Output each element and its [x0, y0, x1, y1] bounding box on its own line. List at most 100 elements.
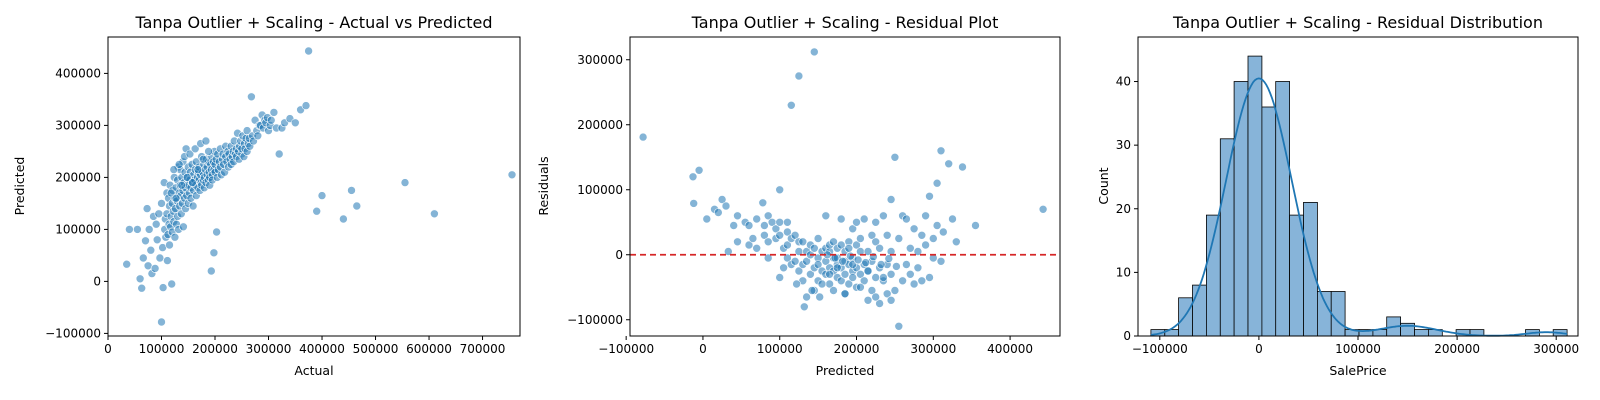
data-point [713, 208, 723, 217]
y-axis-label: Residuals [536, 156, 551, 215]
data-point [266, 115, 276, 125]
data-point [902, 260, 911, 269]
data-point [752, 214, 762, 224]
data-point [198, 154, 208, 164]
data-point [154, 209, 164, 219]
data-point [775, 218, 785, 227]
histogram-bar [1219, 138, 1235, 337]
data-point [352, 201, 362, 211]
data-point [702, 214, 712, 224]
data-point [185, 149, 195, 159]
x-tick-label: 0 [104, 342, 112, 356]
data-point [744, 240, 754, 250]
residual-plot-panel: Tanpa Outlier + Scaling - Residual Plot … [536, 13, 1061, 378]
x-tick-label: 200000 [192, 342, 238, 356]
data-point [188, 201, 198, 211]
scatter-points [638, 47, 1048, 331]
plot-frame [629, 36, 1061, 337]
data-point [771, 224, 781, 234]
data-point [775, 185, 785, 195]
histogram-bar [1289, 214, 1304, 337]
y-tick-label: 0 [93, 274, 101, 288]
y-axis-ticks: −100000 0 100000 200000 300000 [567, 53, 630, 327]
data-point [144, 225, 154, 234]
data-point [890, 286, 900, 295]
chart-title: Tanpa Outlier + Scaling - Actual vs Pred… [134, 13, 492, 32]
data-point [717, 195, 727, 204]
data-point [150, 264, 160, 273]
data-point [853, 255, 863, 265]
data-point [936, 146, 946, 156]
data-point [758, 198, 768, 208]
data-point [871, 292, 881, 302]
chart-title: Tanpa Outlier + Scaling - Residual Distr… [1172, 13, 1543, 32]
data-point [836, 214, 846, 224]
data-point [317, 191, 327, 200]
data-point [783, 253, 792, 263]
data-point [867, 286, 877, 295]
data-point [892, 262, 901, 271]
y-tick-label: 40 [1116, 75, 1131, 89]
data-point [760, 221, 769, 230]
y-tick-label: 100000 [55, 222, 101, 236]
data-point [894, 321, 904, 331]
data-point [290, 118, 300, 128]
data-point [925, 273, 934, 282]
data-point [135, 274, 145, 284]
data-point [802, 256, 811, 266]
x-axis-ticks: 0 100000 200000 300000 400000 500000 600000 700… [104, 336, 505, 356]
data-point [909, 224, 919, 234]
data-point [856, 234, 865, 243]
x-tick-label: 300000 [1533, 342, 1579, 356]
y-tick-label: 100000 [577, 183, 623, 197]
y-axis-ticks: 0 10 20 30 40 [1116, 75, 1138, 343]
x-tick-label: 100000 [757, 342, 803, 356]
data-point [1038, 205, 1048, 214]
data-point [304, 46, 313, 56]
x-axis-label: Predicted [816, 363, 875, 378]
x-tick-label: −100000 [598, 342, 654, 356]
data-point [204, 147, 213, 156]
data-point [958, 162, 967, 172]
data-point [861, 258, 871, 267]
histogram-bar [1233, 81, 1249, 337]
data-point [894, 234, 904, 243]
x-tick-label: 200000 [834, 342, 880, 356]
data-point [871, 273, 881, 282]
data-point [809, 244, 819, 253]
y-tick-label: 200000 [577, 118, 623, 132]
data-point [875, 244, 884, 253]
y-axis-label: Count [1096, 167, 1111, 204]
data-point [638, 132, 648, 142]
data-point [170, 232, 180, 242]
data-point [694, 166, 704, 175]
data-point [871, 218, 881, 227]
data-point [790, 231, 800, 240]
data-point [829, 237, 838, 247]
data-point [212, 227, 221, 237]
data-point [157, 199, 166, 208]
data-point [905, 244, 915, 253]
data-point [689, 199, 699, 208]
data-point [744, 221, 754, 230]
x-tick-label: 100000 [1335, 342, 1381, 356]
x-tick-label: 0 [699, 342, 707, 356]
data-point [932, 178, 942, 188]
data-point [876, 260, 886, 269]
data-point [207, 266, 216, 276]
data-point [163, 256, 172, 265]
x-tick-label: 300000 [910, 342, 956, 356]
data-point [775, 273, 785, 282]
y-tick-label: 10 [1116, 265, 1131, 279]
data-point [139, 253, 148, 263]
data-point [400, 178, 410, 187]
data-point [905, 269, 915, 279]
data-point [783, 218, 792, 227]
data-point [882, 289, 892, 299]
data-point [836, 240, 846, 250]
data-point [971, 221, 980, 230]
data-point [783, 227, 792, 237]
y-tick-label: 300000 [55, 118, 101, 132]
data-point [813, 260, 823, 269]
x-tick-label: 700000 [460, 342, 506, 356]
